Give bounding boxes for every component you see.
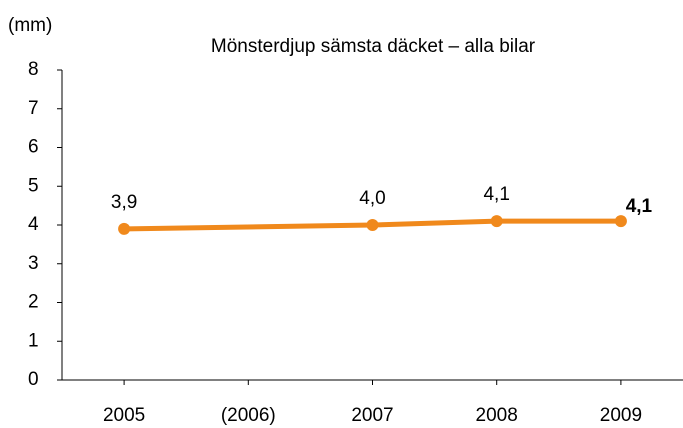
- data-label: 4,1: [483, 184, 509, 205]
- y-tick-label: 0: [28, 369, 39, 390]
- point: [490, 215, 503, 228]
- series-line: [124, 218, 621, 232]
- y-tick-label: 1: [28, 330, 39, 351]
- y-tick-label: 7: [28, 98, 39, 119]
- x-tick-label: 2007: [351, 405, 393, 426]
- x-tick-label: 2008: [476, 405, 518, 426]
- x-tick-label: 2005: [103, 405, 145, 426]
- point: [614, 215, 627, 228]
- y-axis-label: (mm): [8, 15, 52, 36]
- data-label: 3,9: [111, 192, 137, 213]
- y-tick-label: 6: [28, 137, 39, 158]
- y-tick-label: 8: [28, 59, 39, 80]
- data-label: 4,0: [359, 188, 385, 209]
- point: [118, 222, 131, 235]
- x-tick-label: 2009: [600, 405, 642, 426]
- chart-title: Mönsterdjup sämsta däcket – alla bilar: [211, 36, 536, 57]
- data-label: 4,1: [626, 196, 653, 217]
- y-tick-label: 4: [28, 214, 39, 235]
- point: [366, 219, 379, 231]
- y-tick-label: 3: [28, 253, 39, 274]
- x-tick-label: (2006): [221, 405, 276, 426]
- y-tick-label: 5: [28, 175, 39, 196]
- y-tick-label: 2: [28, 292, 39, 313]
